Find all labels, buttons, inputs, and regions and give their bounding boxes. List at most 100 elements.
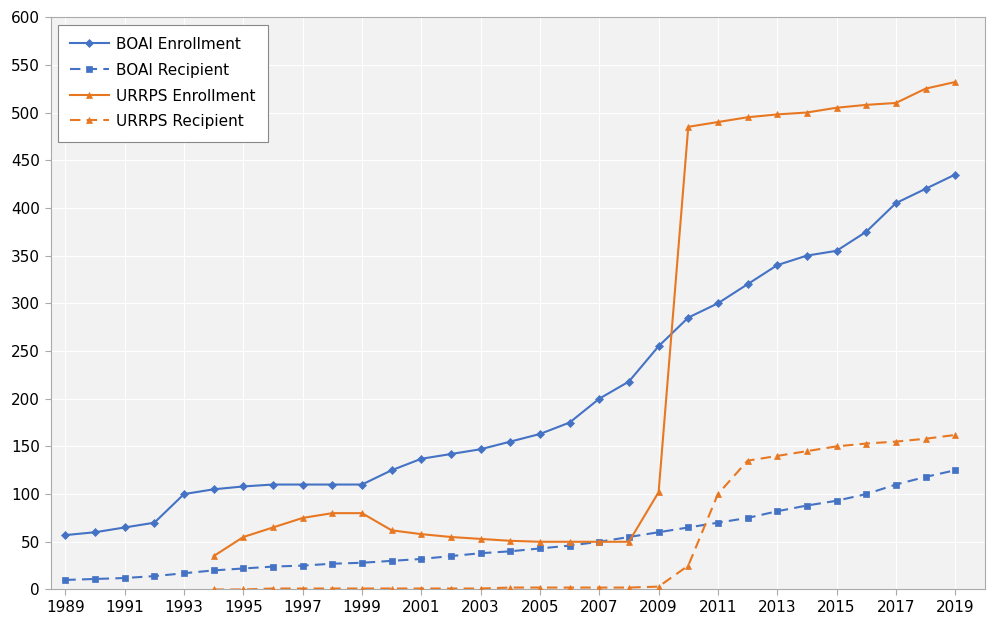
URRPS Recipient — [237, 586, 249, 593]
URRPS Recipient — [890, 438, 902, 445]
BOAI Recipient — [475, 550, 487, 557]
URRPS Enrollment — [237, 533, 249, 541]
BOAI Recipient — [801, 502, 813, 510]
BOAI Recipient — [771, 508, 783, 515]
BOAI Recipient — [297, 562, 309, 570]
BOAI Enrollment — [445, 450, 457, 458]
URRPS Enrollment — [475, 535, 487, 543]
BOAI Enrollment — [297, 481, 309, 488]
URRPS Recipient — [385, 585, 397, 592]
BOAI Recipient — [504, 548, 516, 555]
URRPS Enrollment — [771, 111, 783, 118]
URRPS Recipient — [949, 431, 961, 439]
URRPS Enrollment — [415, 530, 427, 538]
URRPS Recipient — [356, 585, 368, 592]
URRPS Enrollment — [297, 514, 309, 521]
BOAI Enrollment — [771, 262, 783, 269]
URRPS Enrollment — [594, 538, 606, 545]
BOAI Recipient — [267, 563, 279, 570]
URRPS Recipient — [919, 435, 931, 443]
BOAI Enrollment — [682, 314, 694, 321]
BOAI Recipient — [178, 570, 190, 577]
URRPS Enrollment — [682, 123, 694, 131]
BOAI Enrollment — [60, 531, 72, 539]
BOAI Enrollment — [475, 446, 487, 453]
BOAI Recipient — [534, 545, 546, 552]
BOAI Enrollment — [652, 342, 664, 350]
BOAI Recipient — [712, 519, 724, 526]
URRPS Recipient — [742, 457, 754, 464]
URRPS Enrollment — [890, 99, 902, 106]
URRPS Enrollment — [327, 510, 339, 517]
BOAI Enrollment — [831, 247, 843, 255]
BOAI Enrollment — [890, 199, 902, 207]
URRPS Enrollment — [919, 85, 931, 93]
URRPS Enrollment — [801, 109, 813, 116]
URRPS Enrollment — [742, 113, 754, 121]
BOAI Enrollment — [148, 519, 160, 526]
URRPS Enrollment — [267, 524, 279, 531]
BOAI Enrollment — [119, 524, 130, 531]
BOAI Recipient — [564, 542, 576, 550]
BOAI Recipient — [60, 576, 72, 583]
URRPS Recipient — [415, 585, 427, 592]
BOAI Recipient — [861, 490, 872, 498]
URRPS Recipient — [594, 584, 606, 592]
BOAI Recipient — [831, 497, 843, 505]
BOAI Enrollment — [801, 252, 813, 259]
Line: URRPS Recipient: URRPS Recipient — [210, 431, 959, 593]
URRPS Recipient — [771, 452, 783, 459]
BOAI Recipient — [594, 538, 606, 545]
URRPS Enrollment — [356, 510, 368, 517]
URRPS Recipient — [801, 448, 813, 455]
BOAI Recipient — [622, 533, 634, 541]
Line: URRPS Enrollment: URRPS Enrollment — [210, 78, 959, 560]
BOAI Recipient — [356, 559, 368, 567]
BOAI Enrollment — [415, 455, 427, 463]
BOAI Enrollment — [504, 438, 516, 445]
BOAI Enrollment — [712, 299, 724, 307]
URRPS Recipient — [831, 443, 843, 450]
URRPS Recipient — [297, 585, 309, 592]
BOAI Enrollment — [861, 228, 872, 235]
BOAI Enrollment — [178, 490, 190, 498]
BOAI Recipient — [415, 555, 427, 563]
URRPS Enrollment — [622, 538, 634, 545]
BOAI Enrollment — [564, 419, 576, 426]
BOAI Recipient — [119, 574, 130, 582]
URRPS Enrollment — [861, 101, 872, 109]
BOAI Enrollment — [208, 486, 220, 493]
URRPS Recipient — [682, 562, 694, 570]
BOAI Enrollment — [237, 483, 249, 490]
URRPS Recipient — [327, 585, 339, 592]
URRPS Recipient — [652, 583, 664, 590]
URRPS Enrollment — [534, 538, 546, 545]
BOAI Enrollment — [327, 481, 339, 488]
BOAI Recipient — [742, 514, 754, 521]
BOAI Enrollment — [594, 395, 606, 403]
URRPS Enrollment — [712, 118, 724, 126]
BOAI Enrollment — [622, 377, 634, 385]
URRPS Recipient — [504, 584, 516, 592]
URRPS Recipient — [712, 490, 724, 498]
BOAI Recipient — [89, 575, 101, 583]
BOAI Recipient — [385, 557, 397, 565]
BOAI Enrollment — [385, 466, 397, 474]
BOAI Enrollment — [742, 280, 754, 288]
BOAI Recipient — [890, 481, 902, 488]
BOAI Enrollment — [267, 481, 279, 488]
URRPS Recipient — [564, 584, 576, 592]
BOAI Recipient — [208, 567, 220, 574]
URRPS Enrollment — [831, 104, 843, 111]
Line: BOAI Enrollment: BOAI Enrollment — [63, 172, 958, 538]
BOAI Enrollment — [534, 430, 546, 438]
URRPS Recipient — [534, 584, 546, 592]
BOAI Recipient — [949, 466, 961, 474]
BOAI Recipient — [445, 552, 457, 560]
URRPS Enrollment — [652, 488, 664, 496]
URRPS Recipient — [208, 586, 220, 593]
BOAI Enrollment — [356, 481, 368, 488]
URRPS Enrollment — [949, 78, 961, 86]
BOAI Enrollment — [949, 171, 961, 178]
BOAI Enrollment — [919, 185, 931, 193]
